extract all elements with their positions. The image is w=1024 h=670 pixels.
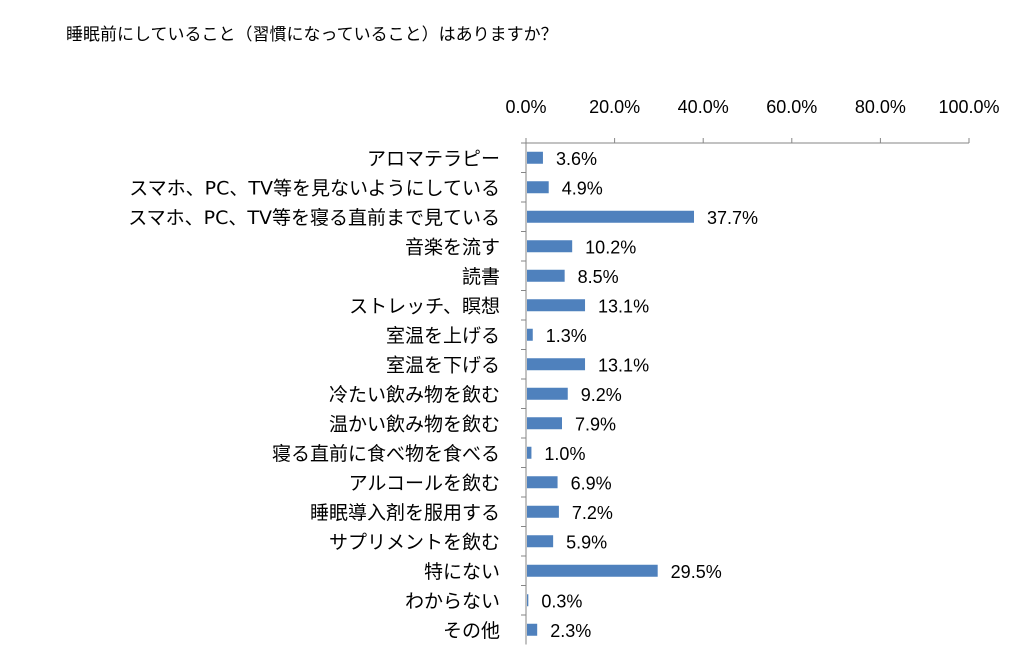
category-label: わからない <box>405 590 500 612</box>
category-label: スマホ、PC、TV等を寝る直前まで見ている <box>128 207 500 229</box>
x-tick-label: 60.0% <box>766 97 817 117</box>
category-label: 温かい飲み物を飲む <box>329 413 500 435</box>
bar <box>527 210 695 223</box>
category-label: サプリメントを飲む <box>329 531 500 553</box>
x-tick-label: 20.0% <box>589 97 640 117</box>
category-label: 音楽を流す <box>405 236 500 258</box>
data-label: 6.9% <box>571 473 612 493</box>
bar <box>527 535 554 548</box>
bar <box>527 328 533 341</box>
data-label: 9.2% <box>581 385 622 405</box>
labels-layer: アロマテラピー 3.6% スマホ、PC、TV等を見ないようにしている 4.9% スマホ、… <box>128 148 758 642</box>
category-label: 室温を下げる <box>386 354 500 376</box>
data-label: 0.3% <box>541 591 582 611</box>
bar <box>527 505 559 518</box>
bar <box>527 299 586 312</box>
category-label: 読書 <box>462 266 500 288</box>
x-tick-label: 0.0% <box>505 97 546 117</box>
x-tick-label: 100.0% <box>938 97 999 117</box>
bar <box>527 358 586 371</box>
axis-layer: 0.0% 20.0% 40.0% 60.0% 80.0% 100.0% <box>505 97 1000 645</box>
category-label: 寝る直前に食べ物を食べる <box>272 443 500 465</box>
bar <box>527 594 529 607</box>
x-tick-label: 80.0% <box>855 97 906 117</box>
category-label: スマホ、PC、TV等を見ないようにしている <box>129 177 500 199</box>
category-label: 室温を上げる <box>386 325 500 347</box>
category-label: 睡眠導入剤を服用する <box>310 502 500 524</box>
bar <box>527 240 573 253</box>
category-label: その他 <box>443 620 500 642</box>
category-label: 特にない <box>424 561 500 583</box>
bars-layer <box>527 151 695 636</box>
bar <box>527 564 658 577</box>
data-label: 2.3% <box>550 621 591 641</box>
bar <box>527 446 532 459</box>
data-label: 37.7% <box>707 208 758 228</box>
data-label: 7.9% <box>575 414 616 434</box>
bar <box>527 476 558 489</box>
chart-title: 睡眠前にしていること（習慣になっていること）はありますか？ <box>66 25 558 45</box>
data-label: 4.9% <box>562 178 603 198</box>
x-tick-label: 40.0% <box>678 97 729 117</box>
category-label: ストレッチ、瞑想 <box>349 295 500 317</box>
category-label: 冷たい飲み物を飲む <box>329 384 500 406</box>
data-label: 1.0% <box>544 444 585 464</box>
bar <box>527 269 565 282</box>
data-label: 1.3% <box>546 326 587 346</box>
data-label: 7.2% <box>572 503 613 523</box>
data-label: 5.9% <box>566 532 607 552</box>
bar <box>527 417 562 430</box>
category-label: アロマテラピー <box>367 148 500 170</box>
bar <box>527 181 549 194</box>
data-label: 13.1% <box>598 296 649 316</box>
bar <box>527 623 538 636</box>
data-label: 29.5% <box>671 562 722 582</box>
category-label: アルコールを飲む <box>349 472 500 494</box>
bar <box>527 387 568 400</box>
data-label: 13.1% <box>598 355 649 375</box>
data-label: 3.6% <box>556 149 597 169</box>
bar <box>527 151 543 164</box>
data-label: 10.2% <box>585 237 636 257</box>
data-label: 8.5% <box>578 267 619 287</box>
